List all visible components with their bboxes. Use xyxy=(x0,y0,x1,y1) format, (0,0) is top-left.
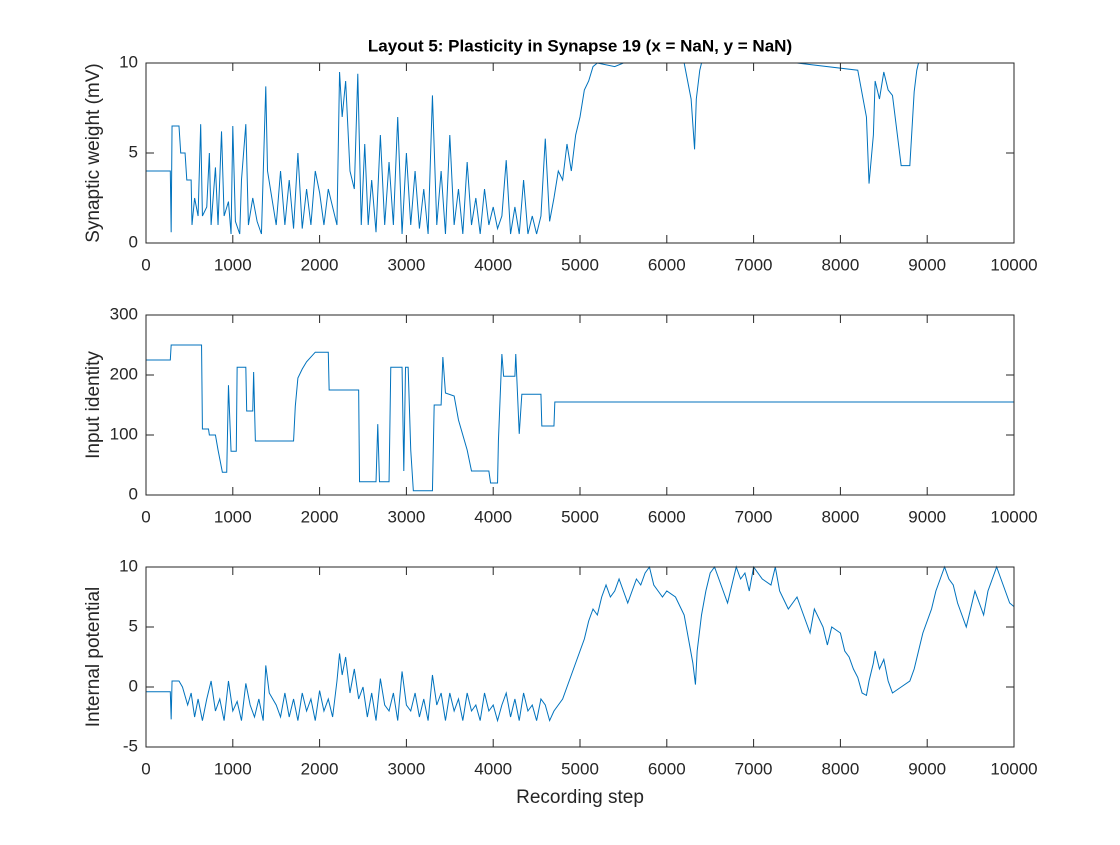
x-tick-label: 1000 xyxy=(214,759,252,778)
x-tick-label: 9000 xyxy=(908,507,946,526)
y-tick-label: 300 xyxy=(110,304,138,323)
x-tick-label: 3000 xyxy=(387,759,425,778)
x-tick-label: 1000 xyxy=(214,507,252,526)
y-tick-label: 200 xyxy=(110,364,138,383)
x-tick-label: 2000 xyxy=(301,507,339,526)
x-tick-label: 7000 xyxy=(735,255,773,274)
x-tick-label: 10000 xyxy=(990,759,1037,778)
x-tick-label: 10000 xyxy=(990,255,1037,274)
y-tick-label: 0 xyxy=(129,484,138,503)
x-axis-label: Recording step xyxy=(516,787,644,808)
x-tick-label: 4000 xyxy=(474,507,512,526)
x-tick-label: 0 xyxy=(141,255,150,274)
x-tick-label: 0 xyxy=(141,759,150,778)
x-tick-label: 2000 xyxy=(301,759,339,778)
x-tick-label: 10000 xyxy=(990,507,1037,526)
x-tick-label: 8000 xyxy=(821,759,859,778)
y-tick-label: 5 xyxy=(129,142,138,161)
x-tick-label: 0 xyxy=(141,507,150,526)
x-tick-label: 5000 xyxy=(561,759,599,778)
axes-background xyxy=(146,315,1014,495)
x-tick-label: 2000 xyxy=(301,255,339,274)
y-tick-label: 10 xyxy=(119,556,138,575)
x-tick-label: 9000 xyxy=(908,255,946,274)
y-tick-label: 10 xyxy=(119,52,138,71)
x-tick-label: 4000 xyxy=(474,255,512,274)
x-tick-label: 9000 xyxy=(908,759,946,778)
x-tick-label: 3000 xyxy=(387,255,425,274)
data-line xyxy=(146,565,1015,723)
x-tick-label: 7000 xyxy=(735,507,773,526)
x-tick-label: 6000 xyxy=(648,255,686,274)
x-tick-label: 1000 xyxy=(214,255,252,274)
chart-title: Layout 5: Plasticity in Synapse 19 (x = … xyxy=(368,36,792,55)
y-axis-label: Input identity xyxy=(83,351,104,459)
y-tick-label: 0 xyxy=(129,676,138,695)
y-tick-label: -5 xyxy=(123,736,138,755)
x-tick-label: 5000 xyxy=(561,507,599,526)
axes-background xyxy=(146,567,1014,747)
x-tick-label: 8000 xyxy=(821,255,859,274)
y-tick-label: 0 xyxy=(129,232,138,251)
y-axis-label: Synaptic weight (mV) xyxy=(83,63,104,243)
data-line xyxy=(146,344,1014,492)
y-tick-label: 100 xyxy=(110,424,138,443)
x-tick-label: 8000 xyxy=(821,507,859,526)
x-tick-label: 6000 xyxy=(648,759,686,778)
x-tick-label: 7000 xyxy=(735,759,773,778)
axes-background xyxy=(146,63,1014,243)
x-tick-label: 5000 xyxy=(561,255,599,274)
data-line xyxy=(146,62,1014,235)
x-tick-label: 3000 xyxy=(387,507,425,526)
x-tick-label: 6000 xyxy=(648,507,686,526)
y-tick-label: 5 xyxy=(129,616,138,635)
y-axis-label: Internal potential xyxy=(83,587,104,728)
x-tick-label: 4000 xyxy=(474,759,512,778)
